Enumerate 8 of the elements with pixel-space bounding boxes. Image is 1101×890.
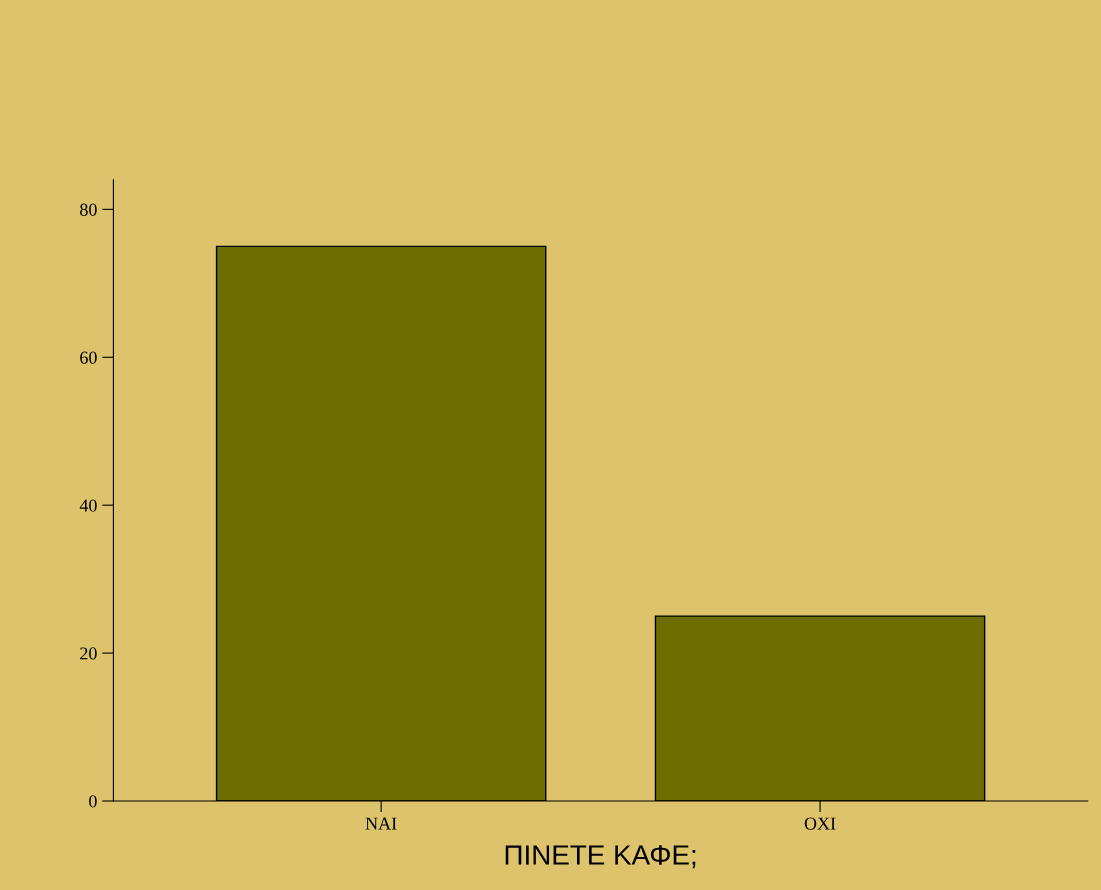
y-tick-label: 0: [89, 795, 97, 808]
x-tick-label: ΝΑΙ: [365, 817, 397, 830]
y-tick-label: 20: [80, 647, 97, 660]
x-axis-title: ΠΙΝΕΤΕ ΚΑΦΕ;: [505, 845, 696, 869]
y-tick-label: 80: [80, 203, 97, 216]
y-tick-label: 40: [79, 499, 97, 512]
y-tick-label: 60: [80, 351, 97, 364]
x-tick-label: ΟΧΙ: [804, 817, 836, 830]
